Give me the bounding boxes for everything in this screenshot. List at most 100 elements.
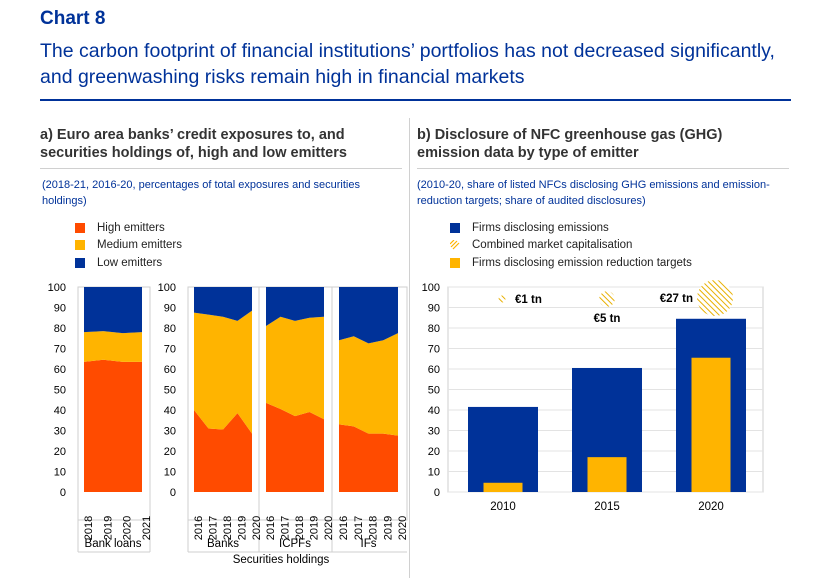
panel-a-legend: High emitters Medium emitters Low emitte… [75,219,182,272]
y-tick-label-a1: 40 [164,405,176,417]
area-medium-icpfs [266,316,324,420]
x-tick-label: 2019 [237,516,249,540]
y-tick-label-a0: 80 [54,323,66,335]
y-tick-label-a1: 30 [164,426,176,438]
legend-item-low: Low emitters [75,254,182,272]
y-tick-label-b: 60 [428,364,440,376]
legend-item-emissions: Firms disclosing emissions [450,219,692,237]
legend-swatch-medium [75,240,85,251]
x-tick-label: 2019 [309,516,321,540]
y-tick-label-a0: 70 [54,344,66,356]
panel-caption: Banks [207,538,239,550]
legend-item-high: High emitters [75,219,182,237]
legend-label-low: Low emitters [97,256,163,269]
securities-holdings-caption: Securities holdings [233,554,330,566]
y-tick-label-a0: 40 [54,405,66,417]
legend-label-medium: Medium emitters [97,239,182,252]
market-cap-label: €27 tn [660,293,693,305]
panel-a-title: a) Euro area banks’ credit exposures to,… [40,127,347,161]
y-tick-label-b: 10 [428,467,440,479]
bar-firms-disclosing-targets [587,457,627,492]
x-tick-label: 2020 [251,516,263,540]
x-tick-label-b: 2015 [594,501,620,513]
y-tick-label-b: 0 [434,487,440,499]
area-high-banks [194,410,252,492]
y-tick-label-a1: 50 [164,385,176,397]
x-tick-label: 2020 [397,516,409,540]
panel-divider [409,118,410,578]
y-tick-label-a0: 0 [60,487,66,499]
panel-b-title: b) Disclosure of NFC greenhouse gas (GHG… [417,127,723,161]
panel-caption: IFs [361,538,377,550]
legend-swatch-low [75,257,85,268]
bar-firms-disclosing-targets [691,357,731,492]
area-high-ifs [339,424,398,492]
area-high-icpfs [266,402,324,492]
y-tick-label-a1: 90 [164,303,176,315]
panel-b-legend: Firms disclosing emissions Combined mark… [450,219,692,272]
x-tick-label: 2016 [193,516,205,540]
x-tick-label-b: 2020 [698,501,724,513]
x-tick-label: 2018 [222,516,234,540]
y-tick-label-b: 90 [428,303,440,315]
area-low-bank-loans [84,287,142,334]
panel-b-chart: 0 10 20 30 40 50 60 70 80 90 100 2010 2015 2020 €1 tn €… [422,280,764,513]
chart-label: Chart 8 [40,8,106,29]
legend-label-emissions: Firms disclosing emissions [472,221,609,234]
market-cap-bubble [697,280,733,316]
market-cap-label: €1 tn [515,294,542,306]
x-tick-label: 2018 [294,516,306,540]
x-tick-label: 2018 [368,516,380,540]
y-tick-label-b: 70 [428,344,440,356]
y-tick-label-b: 20 [428,446,440,458]
x-tick-label: 2016 [338,516,350,540]
x-tick-label: 2017 [280,516,292,540]
legend-swatch-market-cap [450,240,460,250]
panel-a-subtitle: (2018-21, 2016-20, percentages of total … [42,179,360,207]
x-tick-label-b: 2010 [490,501,516,513]
x-tick-label: 2017 [353,516,365,540]
area-high-bank-loans [84,359,142,492]
y-tick-label-a0: 20 [54,446,66,458]
y-tick-label-a1: 70 [164,344,176,356]
title-rule [40,99,791,101]
area-medium-ifs [339,333,398,436]
y-tick-label-a1: 100 [158,282,176,294]
market-cap-bubble [498,295,506,303]
legend-swatch-high [75,222,85,233]
legend-item-medium: Medium emitters [75,237,182,255]
panel-a-separator [40,168,402,169]
x-tick-label: 2017 [208,516,220,540]
x-tick-label: 2020 [323,516,335,540]
panel-b-subtitle: (2010-20, share of listed NFCs disclosin… [417,179,770,207]
panel-caption: ICPFs [279,538,311,550]
bar-firms-disclosing-emissions [468,406,538,492]
legend-label-market-cap: Combined market capitalisation [472,239,633,252]
market-cap-label: €5 tn [594,313,621,325]
y-tick-label-a0: 60 [54,364,66,376]
market-cap-bubble [599,291,615,307]
y-tick-label-a0: 90 [54,303,66,315]
y-tick-label-a0: 100 [48,282,66,294]
y-tick-label-b: 80 [428,323,440,335]
legend-label-targets: Firms disclosing emission reduction targ… [472,256,692,269]
legend-item-market-cap: Combined market capitalisation [450,237,692,255]
panel-caption: Bank loans [85,538,142,550]
area-low-icpfs [266,287,324,326]
x-tick-label: 2016 [265,516,277,540]
area-low-banks [194,287,252,321]
y-tick-label-a0: 30 [54,426,66,438]
legend-item-targets: Firms disclosing emission reduction targ… [450,254,692,272]
y-tick-label-a1: 60 [164,364,176,376]
y-tick-label-a0: 10 [54,467,66,479]
y-tick-label-b: 30 [428,426,440,438]
bar-firms-disclosing-targets [483,482,523,492]
y-tick-label-b: 40 [428,405,440,417]
x-tick-label: 2018 [83,516,95,540]
area-medium-bank-loans [84,331,142,362]
y-tick-label-b: 50 [428,385,440,397]
x-tick-label: 2019 [102,516,114,540]
legend-label-high: High emitters [97,221,165,234]
x-tick-label: 2020 [122,516,134,540]
panel-b-separator [417,168,789,169]
